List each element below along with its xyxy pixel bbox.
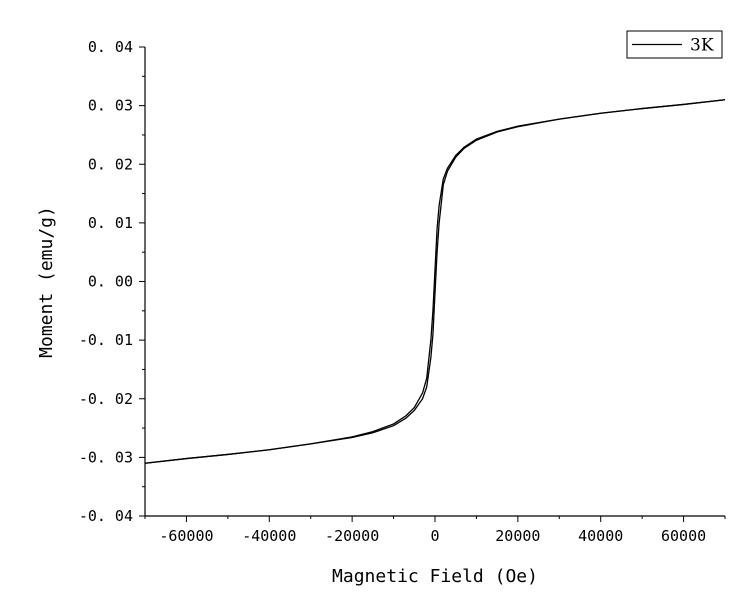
x-tick-label: -40000 [242,527,296,545]
y-tick-label: -0. 01 [79,331,133,349]
x-tick-label: 20000 [495,527,540,545]
y-tick-label: -0. 02 [79,390,133,408]
x-tick-label: 40000 [578,527,623,545]
y-tick-label: 0. 00 [88,273,133,291]
y-tick-label: 0. 03 [88,97,133,115]
x-axis-title: Magnetic Field (Oe) [332,566,538,587]
axes-layer: -0. 04 -0. 03 -0. 02 -0. 01 0. 00 0. 01 0. 02 0… [79,38,726,545]
legend-label: 3K [690,36,714,56]
y-tick-label: -0. 03 [79,448,133,466]
y-tick-label: 0. 01 [88,214,133,232]
series-line-ascending [144,99,726,464]
y-tick-label: 0. 02 [88,155,133,173]
x-tick-label: -60000 [159,527,213,545]
x-tick-label: -20000 [325,527,379,545]
data-layer [144,99,726,464]
y-axis-title: Moment (emu/g) [36,206,57,358]
y-tick-label: 0. 04 [88,38,133,56]
x-tick-label: 0 [430,527,439,545]
x-tick-label: 60000 [661,527,706,545]
y-tick-label: -0. 04 [79,507,133,525]
legend: 3K [626,30,723,59]
